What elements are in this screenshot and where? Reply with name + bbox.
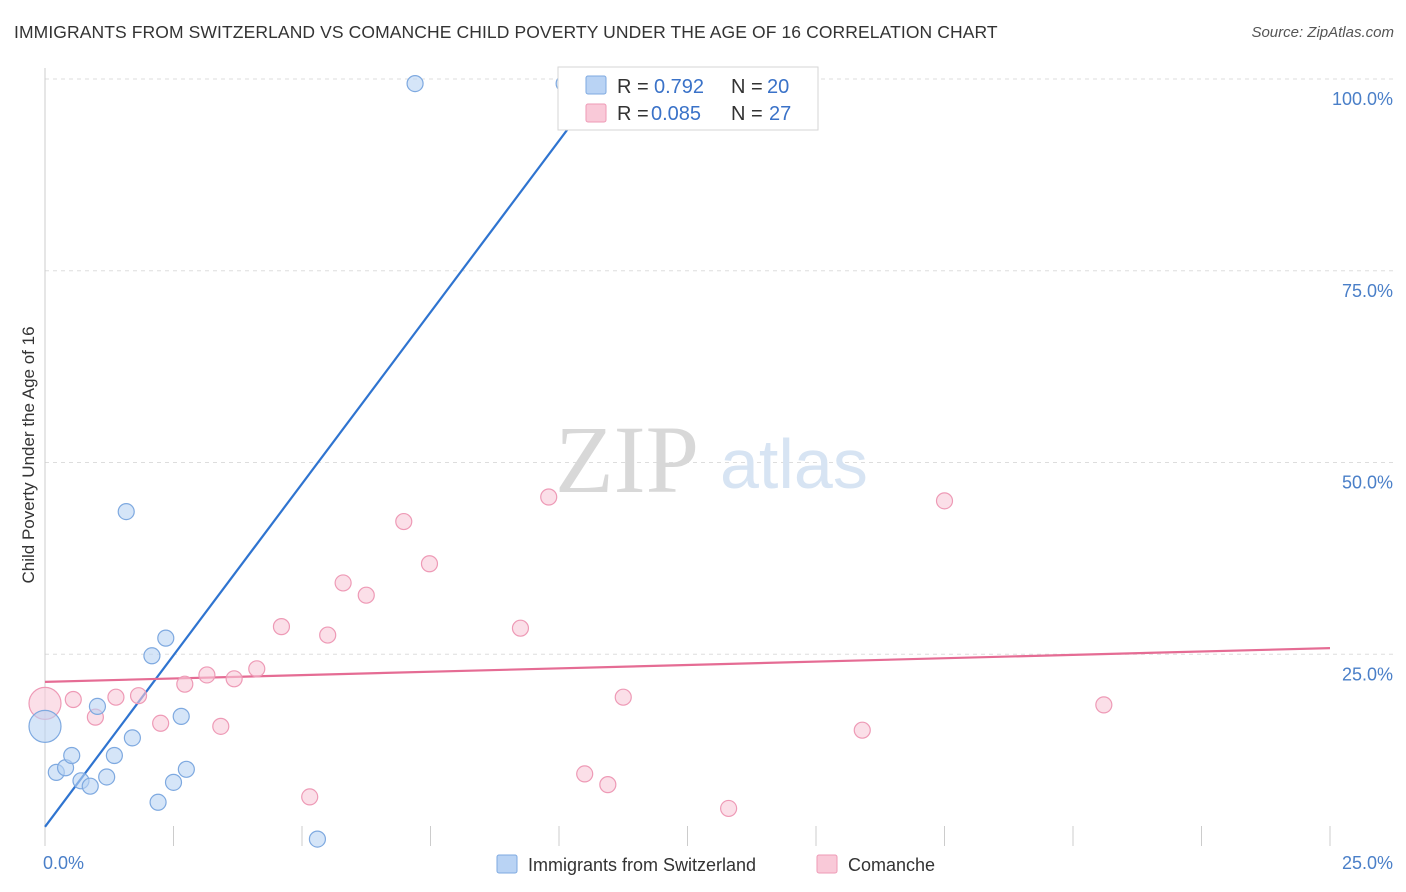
point-comanche	[576, 765, 594, 783]
point-comanche	[248, 660, 266, 678]
watermark-zip: ZIP	[555, 406, 699, 513]
data-points	[28, 75, 1113, 848]
y-tick-label: 50.0%	[1342, 473, 1393, 493]
legend-r-label-switzerland: R =	[617, 76, 649, 98]
point-comanche	[395, 512, 413, 531]
tick-labels: 25.0% 50.0% 75.0% 100.0% 0.0% 25.0%	[43, 89, 1393, 873]
point-switzerland	[117, 502, 135, 521]
point-comanche	[152, 714, 170, 732]
legend-r-value-comanche: 0.085	[651, 103, 701, 125]
point-comanche	[935, 492, 954, 510]
point-comanche	[107, 688, 125, 706]
legend-n-label-comanche: N =	[731, 103, 763, 125]
legend-r-value-switzerland: 0.792	[654, 76, 704, 98]
point-comanche	[319, 626, 337, 644]
series-legend-swatch-switzerland	[496, 854, 518, 874]
legend-n-value-switzerland: 20	[767, 76, 789, 98]
gridlines	[45, 78, 1395, 655]
point-switzerland	[157, 629, 175, 647]
point-switzerland	[308, 830, 327, 848]
x-tick-label: 0.0%	[43, 853, 84, 873]
stats-legend: R = 0.792 N = 20 R = 0.085 N = 27	[557, 66, 819, 131]
series-legend: Immigrants from Switzerland Comanche	[496, 854, 935, 875]
point-switzerland	[81, 777, 99, 795]
point-switzerland	[406, 75, 424, 93]
point-comanche	[64, 690, 82, 709]
point-comanche	[540, 488, 558, 506]
watermark-atlas: atlas	[720, 425, 868, 503]
point-comanche	[212, 717, 230, 735]
point-comanche	[225, 670, 243, 688]
legend-swatch-switzerland	[585, 75, 607, 95]
point-comanche	[176, 675, 194, 693]
point-comanche	[420, 555, 439, 573]
point-comanche	[720, 799, 738, 818]
point-switzerland	[172, 707, 190, 725]
legend-swatch-comanche	[585, 103, 607, 123]
x-tick-label: 25.0%	[1342, 853, 1393, 873]
series-legend-swatch-comanche	[816, 854, 838, 874]
series-legend-label-switzerland: Immigrants from Switzerland	[528, 855, 756, 875]
point-switzerland	[98, 768, 116, 786]
y-tick-label: 25.0%	[1342, 664, 1393, 684]
point-switzerland	[63, 746, 81, 765]
point-switzerland	[28, 709, 62, 743]
point-comanche	[853, 721, 871, 739]
legend-r-label-comanche: R =	[617, 103, 649, 125]
point-comanche	[272, 618, 291, 636]
point-switzerland	[143, 647, 161, 665]
point-comanche	[511, 619, 530, 637]
point-switzerland	[123, 729, 141, 747]
point-comanche	[334, 574, 352, 592]
point-comanche	[1095, 696, 1113, 714]
point-comanche	[198, 666, 216, 684]
y-tick-label: 75.0%	[1342, 281, 1393, 301]
point-switzerland	[164, 773, 183, 791]
point-comanche	[599, 776, 617, 794]
point-comanche	[614, 688, 632, 706]
point-switzerland	[105, 746, 123, 765]
y-tick-label: 100.0%	[1332, 89, 1393, 109]
trend-line-switzerland	[44, 78, 607, 828]
source-credit: Source: ZipAtlas.com	[1251, 24, 1394, 41]
point-comanche	[357, 586, 375, 604]
point-comanche	[301, 788, 319, 806]
point-switzerland	[88, 697, 107, 716]
y-axis-label: Child Poverty Under the Age of 16	[19, 326, 38, 583]
series-legend-label-comanche: Comanche	[848, 855, 935, 875]
point-switzerland	[149, 793, 167, 811]
chart-title: IMMIGRANTS FROM SWITZERLAND VS COMANCHE …	[14, 22, 998, 42]
legend-n-value-comanche: 27	[769, 103, 791, 125]
legend-n-label-switzerland: N =	[731, 76, 763, 98]
point-comanche	[129, 687, 148, 705]
point-switzerland	[177, 760, 195, 778]
